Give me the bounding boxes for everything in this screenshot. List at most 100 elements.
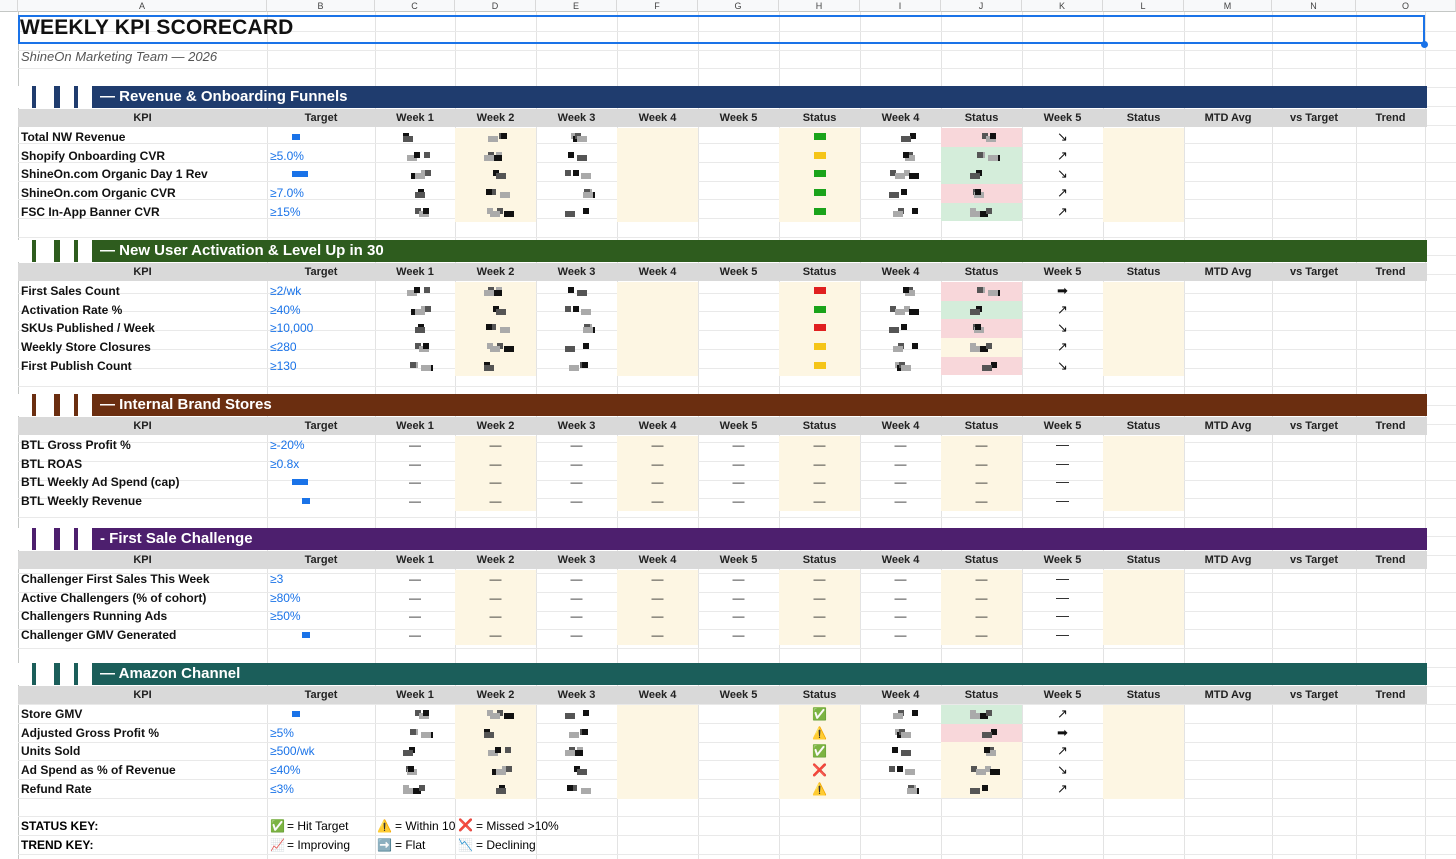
status-cell[interactable] <box>941 742 1022 762</box>
kpi-name[interactable]: Store GMV <box>21 707 83 721</box>
column-header[interactable]: J <box>941 0 1022 12</box>
empty-value-cell[interactable]: — <box>651 438 664 452</box>
section-band[interactable]: — Revenue & Onboarding Funnels <box>18 86 1427 108</box>
trend-indicator[interactable]: ↗ <box>1057 743 1068 759</box>
empty-value-cell[interactable]: — <box>894 628 907 643</box>
column-header[interactable]: C <box>375 0 455 12</box>
trend-indicator[interactable]: ↗ <box>1057 706 1068 721</box>
empty-value-cell[interactable]: — <box>732 628 745 643</box>
empty-value-cell[interactable]: — <box>732 475 745 490</box>
section-band[interactable]: — Internal Brand Stores <box>18 394 1427 416</box>
kpi-target[interactable]: ≥500/wk <box>270 744 315 759</box>
empty-value-cell[interactable]: — <box>813 438 826 452</box>
column-header[interactable]: K <box>1022 0 1103 12</box>
empty-value-cell[interactable]: — <box>570 628 583 643</box>
kpi-target[interactable]: ≥5.0% <box>270 148 304 163</box>
sheet-subtitle[interactable]: ShineOn Marketing Team — 2026 <box>21 49 218 64</box>
empty-value-cell[interactable]: — <box>651 475 664 490</box>
empty-value-cell[interactable]: — <box>894 494 907 509</box>
kpi-target[interactable]: ≥15% <box>270 204 301 219</box>
kpi-target[interactable]: ≥5% <box>270 725 294 740</box>
trend-indicator[interactable]: ↗ <box>1057 339 1068 355</box>
trend-indicator[interactable]: ↗ <box>1057 780 1068 796</box>
kpi-name[interactable]: Units Sold <box>21 744 81 759</box>
trend-indicator[interactable]: ↘ <box>1057 762 1068 778</box>
empty-value-cell[interactable]: — <box>489 572 502 586</box>
column-header[interactable]: N <box>1272 0 1356 12</box>
empty-value-cell[interactable]: — <box>651 590 664 605</box>
empty-value-cell[interactable]: — <box>570 475 583 490</box>
kpi-name[interactable]: BTL Weekly Revenue <box>21 494 142 509</box>
column-header[interactable]: M <box>1184 0 1272 12</box>
kpi-name[interactable]: BTL Weekly Ad Spend (cap) <box>21 475 180 490</box>
empty-value-cell[interactable]: — <box>409 609 421 624</box>
status-cell[interactable] <box>941 300 1022 320</box>
kpi-name[interactable]: Shopify Onboarding CVR <box>21 148 165 163</box>
empty-value-cell[interactable]: — <box>570 456 583 471</box>
empty-value-cell[interactable]: — <box>813 494 826 509</box>
empty-value-cell[interactable]: — <box>489 609 502 624</box>
kpi-name[interactable]: First Sales Count <box>21 284 120 298</box>
kpi-name[interactable]: BTL ROAS <box>21 456 83 471</box>
kpi-target[interactable]: ≥80% <box>270 590 301 605</box>
kpi-name[interactable]: Total NW Revenue <box>21 130 126 144</box>
empty-value-cell[interactable]: — <box>732 609 745 624</box>
trend-indicator[interactable]: ↘ <box>1057 166 1068 182</box>
column-header[interactable]: A <box>18 0 267 12</box>
empty-value-cell[interactable]: — <box>570 609 583 624</box>
kpi-name[interactable]: ShineOn.com Organic CVR <box>21 186 176 201</box>
status-cell[interactable] <box>941 165 1022 185</box>
column-header[interactable]: O <box>1356 0 1456 12</box>
column-header[interactable]: E <box>536 0 617 12</box>
empty-value-cell[interactable]: — <box>489 628 502 643</box>
column-header[interactable]: H <box>779 0 860 12</box>
empty-value-cell[interactable]: — <box>894 572 907 586</box>
kpi-name[interactable]: BTL Gross Profit % <box>21 438 131 452</box>
empty-value-cell[interactable]: — <box>489 590 502 605</box>
kpi-name[interactable]: Activation Rate % <box>21 302 123 317</box>
empty-value-cell[interactable]: — <box>570 494 583 509</box>
empty-value-cell[interactable]: — <box>732 438 745 452</box>
trend-indicator[interactable]: — <box>1056 608 1069 624</box>
empty-value-cell[interactable]: — <box>975 628 988 643</box>
empty-value-cell[interactable]: — <box>894 456 907 471</box>
empty-value-cell[interactable]: — <box>732 494 745 509</box>
empty-value-cell[interactable]: — <box>975 590 988 605</box>
trend-indicator[interactable]: ↘ <box>1057 357 1068 373</box>
column-header[interactable]: B <box>267 0 375 12</box>
section-band[interactable]: — Amazon Channel <box>18 663 1427 685</box>
trend-indicator[interactable]: ↘ <box>1057 129 1068 144</box>
kpi-target[interactable]: ≥-20% <box>270 438 305 452</box>
empty-value-cell[interactable]: — <box>489 475 502 490</box>
empty-value-cell[interactable]: — <box>732 572 745 586</box>
kpi-name[interactable]: First Publish Count <box>21 358 132 373</box>
trend-indicator[interactable]: — <box>1056 455 1069 471</box>
kpi-name[interactable]: Adjusted Gross Profit % <box>21 725 160 740</box>
empty-value-cell[interactable]: — <box>570 572 583 586</box>
empty-value-cell[interactable]: — <box>813 475 826 490</box>
empty-value-cell[interactable]: — <box>975 475 988 490</box>
empty-value-cell[interactable]: — <box>409 456 421 471</box>
section-band[interactable]: — New User Activation & Level Up in 30 <box>18 240 1427 262</box>
empty-value-cell[interactable]: — <box>409 628 421 643</box>
trend-indicator[interactable]: ➡ <box>1057 283 1068 298</box>
column-header[interactable]: D <box>455 0 536 12</box>
empty-value-cell[interactable]: — <box>570 438 583 452</box>
empty-value-cell[interactable]: — <box>975 438 988 452</box>
trend-indicator[interactable]: ↗ <box>1057 203 1068 219</box>
empty-value-cell[interactable]: — <box>813 456 826 471</box>
kpi-name[interactable]: Ad Spend as % of Revenue <box>21 763 176 778</box>
kpi-target[interactable]: ≥130 <box>270 358 297 373</box>
kpi-target[interactable]: ≥2/wk <box>270 284 302 298</box>
kpi-name[interactable]: ShineOn.com Organic Day 1 Rev <box>21 167 208 182</box>
trend-indicator[interactable]: ↘ <box>1057 320 1068 336</box>
empty-value-cell[interactable]: — <box>813 590 826 605</box>
trend-indicator[interactable]: — <box>1056 571 1069 586</box>
empty-value-cell[interactable]: — <box>894 590 907 605</box>
empty-value-cell[interactable]: — <box>975 572 988 586</box>
empty-value-cell[interactable]: — <box>894 475 907 490</box>
empty-value-cell[interactable]: — <box>409 438 421 452</box>
section-band[interactable]: - First Sale Challenge <box>18 528 1427 550</box>
kpi-name[interactable]: Active Challengers (% of cohort) <box>21 590 207 605</box>
